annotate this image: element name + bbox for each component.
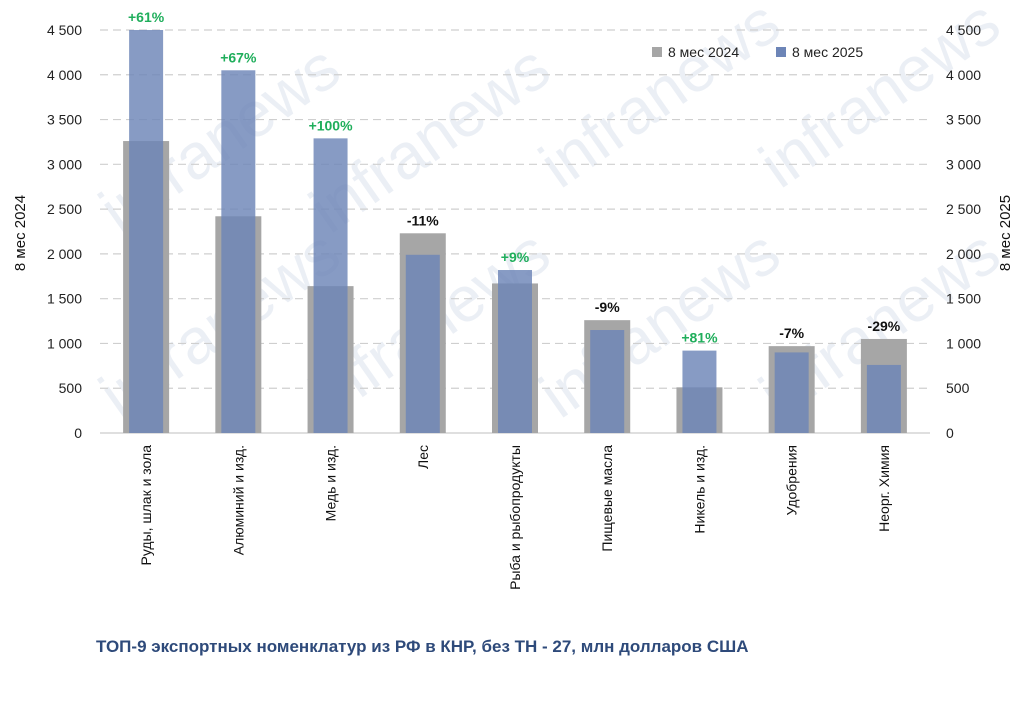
- y-tick-label-left: 0: [74, 425, 82, 441]
- y-tick-label-left: 500: [59, 380, 83, 396]
- y-tick-label-left: 4 500: [47, 22, 82, 38]
- annotations: +61% +67% +100% -11% +9% -9% +81% -7% -29%: [128, 9, 901, 346]
- y-tick-label-left: 4 000: [47, 67, 82, 83]
- bar-2025: [866, 364, 901, 433]
- y-tick-label-left: 1 500: [47, 291, 82, 307]
- change-label: +61%: [128, 9, 165, 25]
- y-tick-label-right: 2 000: [946, 246, 981, 262]
- category-label: Рыба и рыбопродукты: [507, 445, 523, 590]
- y-tick-label-right: 4 500: [946, 22, 981, 38]
- y-tick-label-right: 1 000: [946, 335, 981, 351]
- legend-swatch-2025: [776, 47, 786, 57]
- bars: [123, 30, 907, 434]
- legend-label-2024: 8 мес 2024: [668, 44, 739, 60]
- category-label: Руды, шлак и зола: [138, 445, 154, 566]
- tick-labels: 0 0 500 500 1 000 1 000 1 500 1 500 2 000 2 000 2 …: [47, 22, 981, 441]
- category-label: Медь и изд.: [323, 445, 339, 521]
- bar-2025: [313, 138, 348, 433]
- y-axis-label-right: 8 мес 2025: [997, 195, 1014, 271]
- category-labels: Руды, шлак и зола Алюминий и изд. Медь и и…: [138, 445, 892, 590]
- bar-2025: [498, 270, 532, 433]
- y-tick-label-left: 1 000: [47, 335, 82, 351]
- y-tick-label-left: 2 000: [47, 246, 82, 262]
- chart-caption: ТОП-9 экспортных номенклатур из РФ в КНР…: [96, 637, 749, 656]
- y-tick-label-right: 3 000: [946, 156, 981, 172]
- category-label: Лес: [415, 445, 431, 469]
- change-label: +81%: [681, 330, 718, 346]
- y-tick-label-left: 2 500: [47, 201, 82, 217]
- change-label: -29%: [868, 318, 901, 334]
- change-label: +100%: [309, 117, 354, 133]
- y-tick-label-left: 3 000: [47, 156, 82, 172]
- category-label: Неорг. Химия: [876, 445, 892, 532]
- bar-2025: [221, 70, 256, 434]
- y-tick-label-right: 500: [946, 380, 970, 396]
- bar-2025: [129, 30, 164, 433]
- watermark-text: infranews: [527, 215, 793, 431]
- y-axis-label-left: 8 мес 2024: [12, 195, 29, 271]
- change-label: +67%: [220, 49, 257, 65]
- bar-2025: [590, 330, 625, 433]
- y-tick-label-right: 4 000: [946, 67, 981, 83]
- category-label: Удобрения: [784, 445, 800, 515]
- bar-2025: [774, 352, 809, 433]
- change-label: -9%: [595, 299, 620, 315]
- bar-2025: [682, 350, 717, 433]
- bar-2025: [405, 254, 440, 433]
- category-label: Пищевые масла: [599, 445, 615, 552]
- change-label: -11%: [407, 212, 439, 228]
- legend-swatch-2024: [652, 47, 662, 57]
- y-tick-label-right: 0: [946, 425, 954, 441]
- category-label: Алюминий и изд.: [230, 445, 246, 555]
- legend-label-2025: 8 мес 2025: [792, 44, 863, 60]
- chart: infranewsinfranewsinfranewsinfranewsinfr…: [12, 0, 1014, 590]
- y-tick-label-left: 3 500: [47, 112, 82, 128]
- y-tick-label-right: 1 500: [946, 291, 981, 307]
- legend: 8 мес 2024 8 мес 2025: [652, 44, 863, 60]
- change-label: +9%: [501, 249, 530, 265]
- category-label: Никель и изд.: [691, 445, 707, 534]
- change-label: -7%: [779, 325, 804, 341]
- y-tick-label-right: 3 500: [946, 112, 981, 128]
- y-tick-label-right: 2 500: [946, 201, 981, 217]
